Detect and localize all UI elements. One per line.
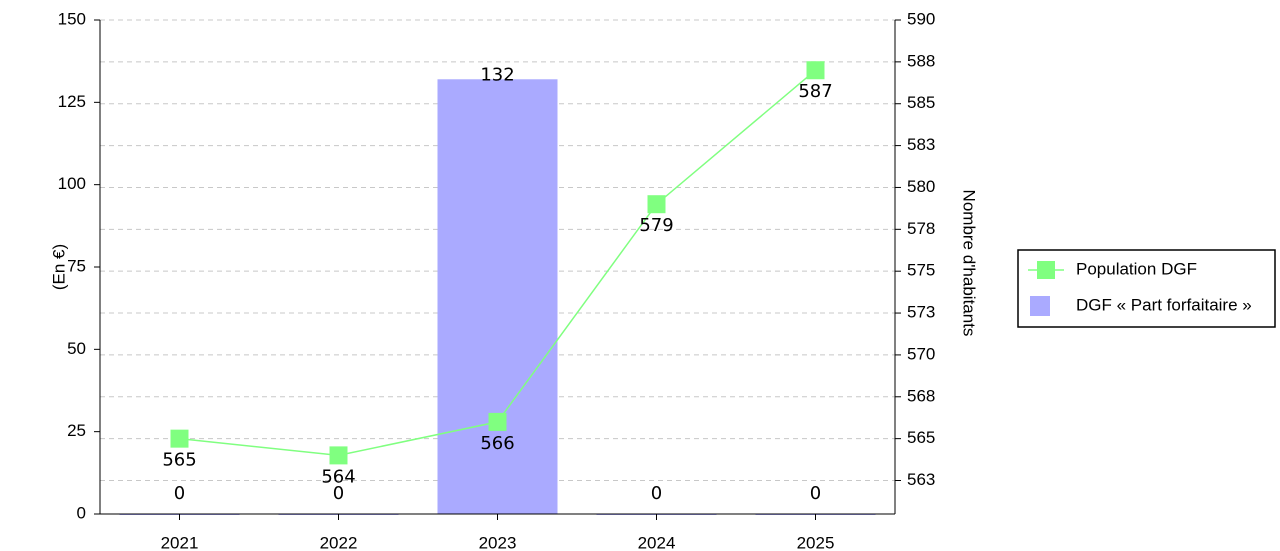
y2-tick-label: 585 xyxy=(907,93,935,112)
y2-tick-label: 583 xyxy=(907,135,935,154)
data-label: 0 xyxy=(174,483,185,504)
y-tick-label: 75 xyxy=(67,256,86,275)
legend xyxy=(1017,249,1276,328)
y2-tick-label: 588 xyxy=(907,51,935,70)
y2-axis-label: Nombre d'habitants xyxy=(960,190,979,337)
y2-tick-label: 568 xyxy=(907,386,935,405)
x-tick-label: 2025 xyxy=(797,533,835,551)
data-label: 564 xyxy=(321,466,355,487)
marker xyxy=(647,195,666,214)
x-tick-label: 2021 xyxy=(161,533,199,551)
y2-tick-label: 570 xyxy=(907,344,935,363)
y-tick-label: 50 xyxy=(67,339,86,358)
marker xyxy=(329,446,348,465)
x-tick-label: 2024 xyxy=(638,533,676,551)
legend-label: Population DGF xyxy=(1076,259,1197,278)
data-label: 579 xyxy=(639,215,673,236)
x-tick-label: 2022 xyxy=(320,533,358,551)
x-tick-label: 2023 xyxy=(479,533,517,551)
y-tick-label: 125 xyxy=(58,92,86,111)
data-label: 0 xyxy=(651,483,662,504)
y2-tick-label: 563 xyxy=(907,470,935,489)
y2-tick-label: 573 xyxy=(907,303,935,322)
legend-marker xyxy=(1037,261,1055,279)
marker xyxy=(488,412,507,431)
data-label: 566 xyxy=(480,433,514,454)
data-label: 0 xyxy=(333,483,344,504)
y2-tick-label: 590 xyxy=(907,9,935,28)
legend-label: DGF « Part forfaitaire » xyxy=(1076,295,1252,314)
data-label: 587 xyxy=(798,81,832,102)
y-tick-label: 150 xyxy=(58,9,86,28)
y2-tick-label: 575 xyxy=(907,261,935,280)
y2-tick-label: 580 xyxy=(907,177,935,196)
legend-swatch xyxy=(1030,296,1050,316)
y2-tick-label: 578 xyxy=(907,219,935,238)
y2-tick-label: 565 xyxy=(907,428,935,447)
data-label: 0 xyxy=(810,483,821,504)
data-label: 132 xyxy=(480,64,514,85)
marker xyxy=(806,61,825,80)
y-tick-label: 25 xyxy=(67,421,86,440)
marker xyxy=(170,429,189,448)
y-axis-label: (En €) xyxy=(49,244,68,290)
y-tick-label: 100 xyxy=(58,174,86,193)
bar xyxy=(437,79,558,514)
y-tick-label: 0 xyxy=(77,503,86,522)
data-label: 565 xyxy=(162,450,196,471)
